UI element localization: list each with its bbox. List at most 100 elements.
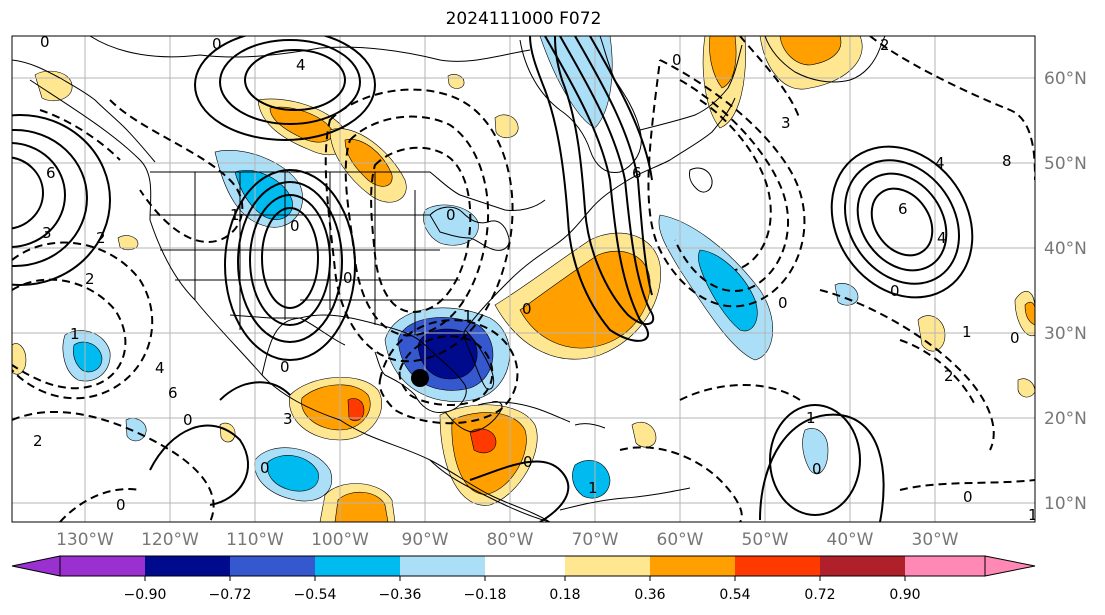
colorbar-bin <box>485 556 565 576</box>
hispaniola <box>574 423 606 429</box>
trough-gulf-dashed-2 <box>398 335 494 406</box>
lat-label: 40°N <box>1044 239 1087 259</box>
high-west-pacific-contour-2 <box>12 129 88 267</box>
contour-label: 0 <box>40 33 50 51</box>
contour-label: 1 <box>463 307 473 325</box>
lon-label: 80°W <box>487 530 534 550</box>
contour-label: 4 <box>296 56 306 74</box>
south-america-north-coast <box>559 487 691 511</box>
pos-anomaly-caribbean-peak <box>469 428 497 454</box>
lat-label: 30°N <box>1044 324 1087 344</box>
contour-label: 3 <box>283 410 293 428</box>
colorbar-tick-label: −0.36 <box>379 587 422 603</box>
tropical-contour-2 <box>469 460 570 522</box>
great-lakes <box>429 206 510 251</box>
colorbar-tick-label: −0.54 <box>294 587 337 603</box>
contour-label: 2 <box>944 367 954 385</box>
contour-label: 0 <box>778 294 788 312</box>
contour-label: 4 <box>935 154 945 172</box>
canada-arctic <box>89 36 531 62</box>
contour-label: 0 <box>343 269 353 287</box>
contour-label: 0 <box>522 300 532 318</box>
contour-label: 1 <box>230 206 240 224</box>
high-west-pacific-contour-1 <box>12 114 111 286</box>
colorbar-bin <box>565 556 650 576</box>
colorbar-ticks <box>144 576 906 581</box>
alaska-coast <box>12 59 156 163</box>
high-west-pacific-contour-4 <box>12 156 44 230</box>
contour-label: 0 <box>446 206 456 224</box>
ridge-north-contour-2 <box>219 39 361 125</box>
ridge-north-contour-1 <box>194 36 376 141</box>
contour-label: 0 <box>116 496 126 514</box>
colorbar-tick-label: 0.72 <box>804 587 835 603</box>
ridge-west-contour-4 <box>261 207 319 309</box>
colorbar-tick-label: 0.54 <box>719 587 750 603</box>
us-canada-border <box>150 171 546 211</box>
map-title: 2024111000 F072 <box>445 9 602 29</box>
high-east-atlantic-contour-3 <box>856 172 948 272</box>
solid-contours <box>12 36 974 522</box>
neg-anomaly-gulf-core <box>417 328 478 380</box>
lat-label: 20°N <box>1044 409 1087 429</box>
lon-label: 110°W <box>226 530 284 550</box>
central-america <box>429 459 551 522</box>
colorbar-frame <box>59 555 986 577</box>
trough-nw-atlantic-dashed <box>739 36 801 121</box>
ridge-west-contour-3 <box>249 194 331 326</box>
contour-label: 6 <box>46 164 56 182</box>
pos-anomaly-small-ne <box>494 114 519 139</box>
neg-anomaly-central-atlantic <box>802 428 829 475</box>
ridge-east-coast-contour-2 <box>554 36 655 325</box>
trough-central-dashed-3 <box>370 146 472 314</box>
colorbar-bin <box>905 556 985 576</box>
pos-anomaly-greenland-core <box>779 36 842 66</box>
graticule <box>12 36 1035 522</box>
trough-tropical-dashed-2 <box>59 488 141 522</box>
contour-label: 6 <box>168 384 178 402</box>
contour-label: 1 <box>962 323 972 341</box>
contour-labels: 0 0 4 6 3 2 1 4 6 0 2 0 3 0 0 0 1 2 0 1 … <box>33 33 1035 522</box>
greenland <box>764 36 886 83</box>
contour-label: 4 <box>155 359 165 377</box>
contour-label: 3 <box>781 114 791 132</box>
colorbar-tick-label: −0.72 <box>209 587 252 603</box>
tropical-contour-1 <box>149 424 250 506</box>
colorbar-tick-label: −0.18 <box>464 587 507 603</box>
us-mexico-border <box>229 314 346 346</box>
colorbar-upper-extension <box>984 555 1036 577</box>
contour-label: 0 <box>290 217 300 235</box>
contour-label: 2 <box>96 229 106 247</box>
trough-east-atlantic-dashed-2 <box>819 289 995 451</box>
north-america-west-coast <box>29 79 551 522</box>
contour-label: 0 <box>183 411 193 429</box>
contour-label: 8 <box>1002 152 1012 170</box>
lon-label: 130°W <box>56 530 114 550</box>
ridge-north-contour-3 <box>244 49 346 111</box>
high-subtropical-atlantic-contour <box>769 404 861 516</box>
pos-anomaly-labrador-core <box>709 36 737 89</box>
colorbar-bin <box>735 556 820 576</box>
neg-anomaly-rockies-core <box>234 170 293 220</box>
pos-anomaly-east-coast-core <box>519 250 651 349</box>
newfoundland <box>689 167 713 193</box>
colorbar-bin <box>145 556 230 576</box>
latitude-axis: 60°N 50°N 40°N 30°N 20°N 10°N <box>1044 69 1087 514</box>
ridge-east-coast-contour-1 <box>529 36 650 342</box>
cuba <box>477 401 571 423</box>
trough-east-atlantic-dashed-1 <box>869 36 1035 181</box>
lon-label: 60°W <box>657 530 704 550</box>
high-east-atlantic-contour-2 <box>844 159 960 285</box>
neg-anomaly-caribbean <box>572 460 611 499</box>
pos-anomaly-atlantic-small <box>631 421 657 448</box>
contour-label: 1 <box>806 409 816 427</box>
trough-central-dashed-1 <box>324 88 514 363</box>
contour-label: 6 <box>898 200 908 218</box>
contour-label: 4 <box>937 229 947 247</box>
longitude-axis: 130°W 120°W 110°W 100°W 90°W 80°W 70°W 6… <box>56 530 959 550</box>
lat-label: 60°N <box>1044 69 1087 89</box>
lon-label: 90°W <box>402 530 449 550</box>
colorbar-bin <box>820 556 905 576</box>
ridge-west-contour-2 <box>237 181 343 343</box>
